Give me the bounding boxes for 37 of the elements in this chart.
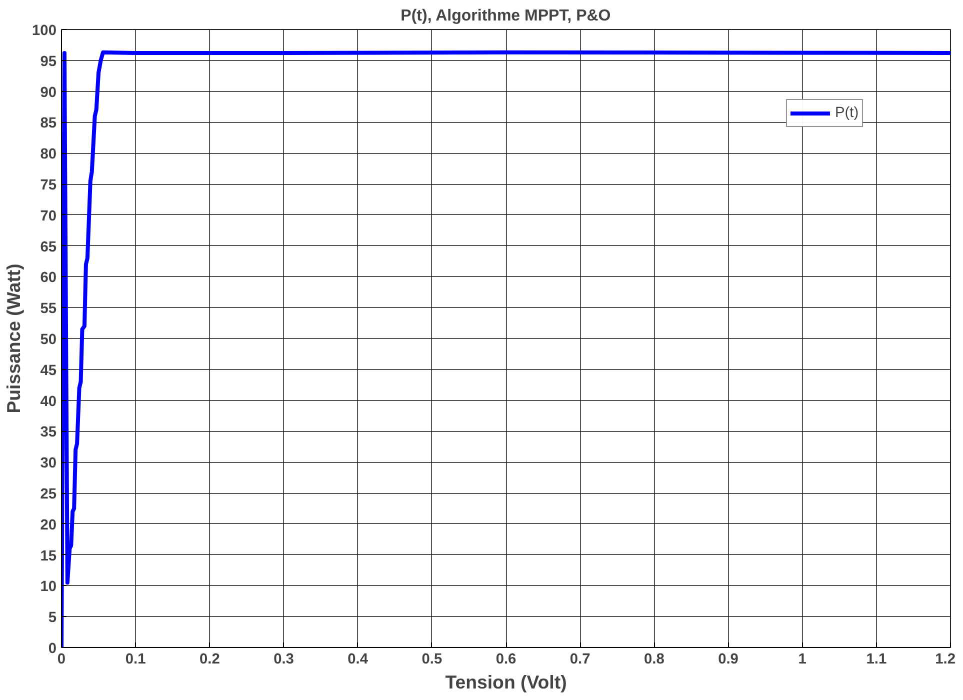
y-tick-label: 50	[40, 332, 57, 348]
x-tick-label: 0.9	[718, 652, 738, 668]
x-tick-label: 0.7	[570, 652, 590, 668]
x-tick-label: 1.1	[866, 652, 887, 668]
y-axis-title: Puissance (Watt)	[3, 264, 24, 414]
y-tick-label: 35	[40, 424, 57, 441]
y-tick-label: 85	[40, 116, 57, 132]
x-tick-label: 0.3	[274, 652, 294, 668]
y-tick-label: 75	[40, 178, 57, 194]
y-tick-label: 80	[40, 146, 57, 163]
y-tick-label: 95	[40, 54, 57, 70]
y-tick-label: 100	[32, 23, 57, 39]
y-tick-label: 25	[40, 486, 57, 502]
y-tick-label: 30	[40, 456, 57, 472]
y-tick-label: 15	[40, 548, 57, 564]
y-tick-label: 40	[40, 394, 57, 410]
x-axis-title: Tension (Volt)	[445, 672, 567, 692]
y-tick-label: 70	[40, 208, 57, 224]
x-tick-label: 0.4	[348, 652, 369, 668]
y-tick-label: 55	[40, 301, 57, 318]
x-tick-label: 0.6	[496, 652, 516, 668]
y-tick-label: 0	[48, 641, 57, 657]
legend-label: P(t)	[835, 105, 859, 121]
x-tick-label: 1	[798, 652, 806, 668]
y-tick-label: 60	[40, 270, 57, 286]
y-tick-label: 65	[40, 239, 57, 256]
x-tick-label: 0.8	[644, 652, 664, 668]
y-tick-label: 20	[40, 517, 57, 534]
chart-title: P(t), Algorithme MPPT, P&O	[400, 8, 611, 24]
x-tick-label: 0.5	[422, 652, 442, 668]
x-tick-label: 0.2	[199, 652, 220, 668]
y-tick-label: 45	[40, 362, 57, 379]
y-tick-label: 5	[48, 610, 57, 626]
y-tick-label: 90	[40, 84, 57, 101]
y-tick-label: 10	[40, 579, 57, 596]
x-tick-label: 1.2	[935, 652, 956, 668]
x-tick-label: 0.1	[125, 652, 146, 668]
